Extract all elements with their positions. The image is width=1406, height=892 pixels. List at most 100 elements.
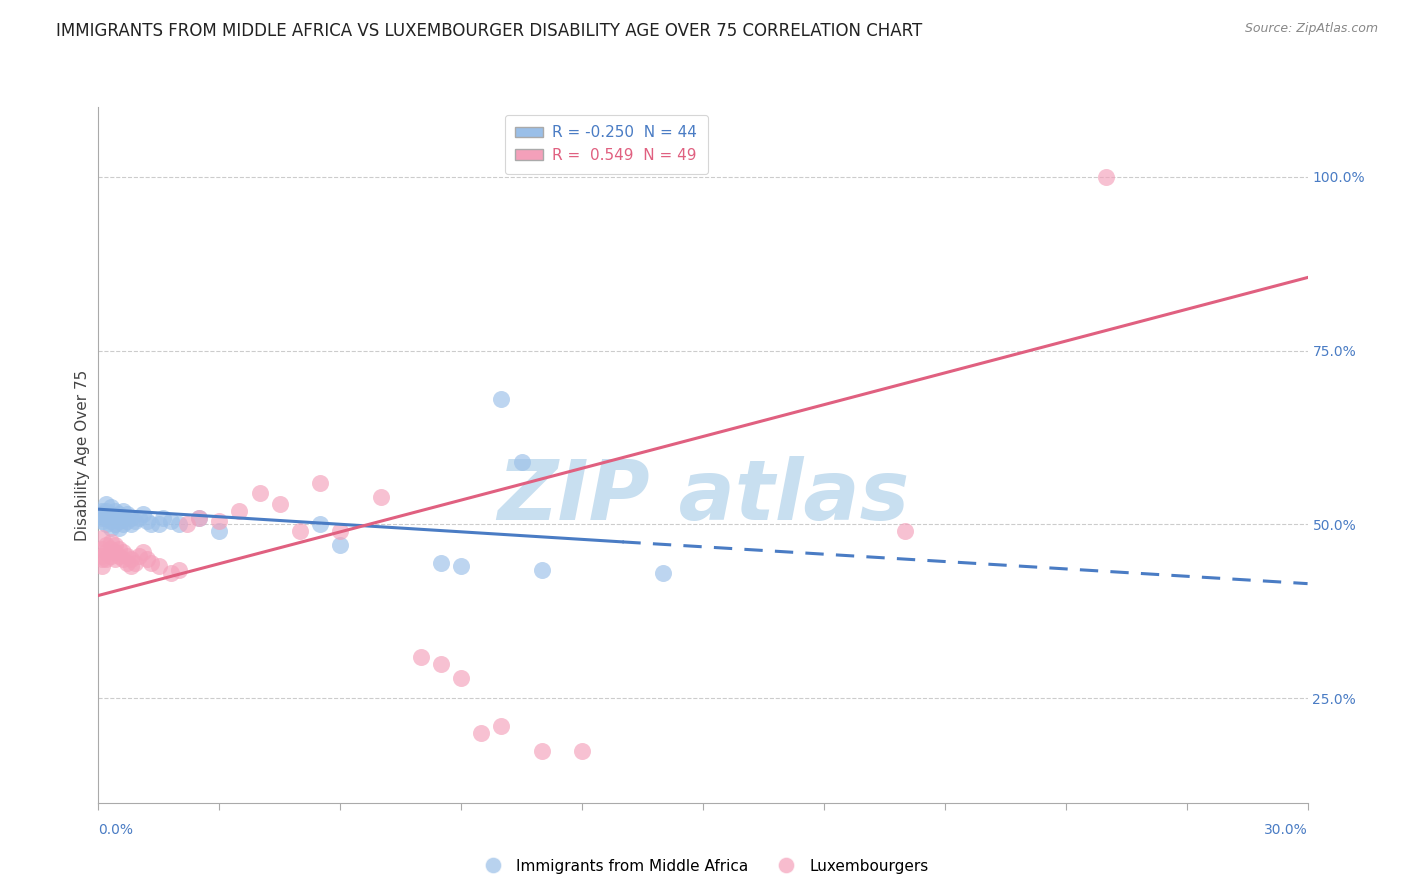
Point [111, 503, 134, 517]
Point [139, 556, 162, 570]
Legend: R = -0.250  N = 44, R =  0.549  N = 49: R = -0.250 N = 44, R = 0.549 N = 49 [505, 115, 707, 174]
Point [91, 541, 114, 556]
Point [651, 566, 673, 581]
Point [167, 563, 190, 577]
Point [491, 719, 513, 733]
Point [100, 500, 122, 514]
Point [188, 510, 211, 524]
Point [91, 559, 114, 574]
Point [96, 538, 118, 552]
Point [249, 486, 271, 500]
Point [160, 514, 183, 528]
Point [91, 532, 114, 546]
Point [103, 503, 125, 517]
Point [100, 507, 122, 521]
Point [132, 507, 155, 521]
Point [107, 514, 129, 528]
Point [91, 514, 114, 528]
Point [470, 726, 492, 740]
Point [430, 657, 453, 671]
Point [100, 521, 122, 535]
Point [100, 541, 122, 556]
Point [100, 514, 122, 528]
Point [269, 497, 291, 511]
Point [491, 392, 513, 407]
Point [96, 503, 118, 517]
Point [409, 649, 432, 664]
Point [208, 524, 231, 539]
Point [450, 671, 472, 685]
Point [107, 541, 129, 556]
Point [120, 510, 142, 524]
Point [115, 556, 138, 570]
Point [107, 549, 129, 563]
Point [115, 549, 138, 563]
Point [329, 524, 352, 539]
Point [115, 507, 138, 521]
Point [96, 517, 118, 532]
Point [111, 545, 134, 559]
Point [103, 545, 125, 559]
Point [148, 559, 170, 574]
Point [96, 552, 118, 566]
Point [139, 517, 162, 532]
Point [288, 524, 311, 539]
Point [120, 552, 142, 566]
Point [160, 566, 183, 581]
Point [148, 517, 170, 532]
Point [103, 510, 125, 524]
Point [111, 510, 134, 524]
Point [100, 534, 122, 549]
Point [571, 744, 593, 758]
Point [430, 556, 453, 570]
Point [530, 744, 553, 758]
Point [124, 556, 146, 570]
Point [96, 510, 118, 524]
Point [91, 503, 114, 517]
Point [111, 552, 134, 566]
Point [100, 549, 122, 563]
Point [1095, 169, 1118, 184]
Point [91, 507, 114, 521]
Point [208, 514, 231, 528]
Point [188, 510, 211, 524]
Point [329, 538, 352, 552]
Point [893, 524, 915, 539]
Point [124, 514, 146, 528]
Point [530, 563, 553, 577]
Point [167, 517, 190, 532]
Point [128, 510, 150, 524]
Point [120, 517, 142, 532]
Point [152, 510, 174, 524]
Point [370, 490, 392, 504]
Point [103, 552, 125, 566]
Point [135, 552, 157, 566]
Point [135, 514, 157, 528]
Point [96, 497, 118, 511]
Point [91, 549, 114, 563]
Point [115, 514, 138, 528]
Point [309, 475, 332, 490]
Point [132, 545, 155, 559]
Legend: Immigrants from Middle Africa, Luxembourgers: Immigrants from Middle Africa, Luxembour… [471, 853, 935, 880]
Point [91, 510, 114, 524]
Point [103, 517, 125, 532]
Point [91, 552, 114, 566]
Text: ZIP atlas: ZIP atlas [496, 456, 910, 537]
Y-axis label: Disability Age Over 75: Disability Age Over 75 [75, 369, 90, 541]
Point [107, 507, 129, 521]
Point [228, 503, 250, 517]
Point [309, 517, 332, 532]
Point [176, 517, 198, 532]
Text: Source: ZipAtlas.com: Source: ZipAtlas.com [1244, 22, 1378, 36]
Point [96, 545, 118, 559]
Point [120, 559, 142, 574]
Point [103, 538, 125, 552]
Point [450, 559, 472, 574]
Point [128, 549, 150, 563]
Point [111, 517, 134, 532]
Text: 30.0%: 30.0% [1264, 823, 1308, 837]
Text: 0.0%: 0.0% [98, 823, 134, 837]
Point [510, 455, 533, 469]
Point [107, 521, 129, 535]
